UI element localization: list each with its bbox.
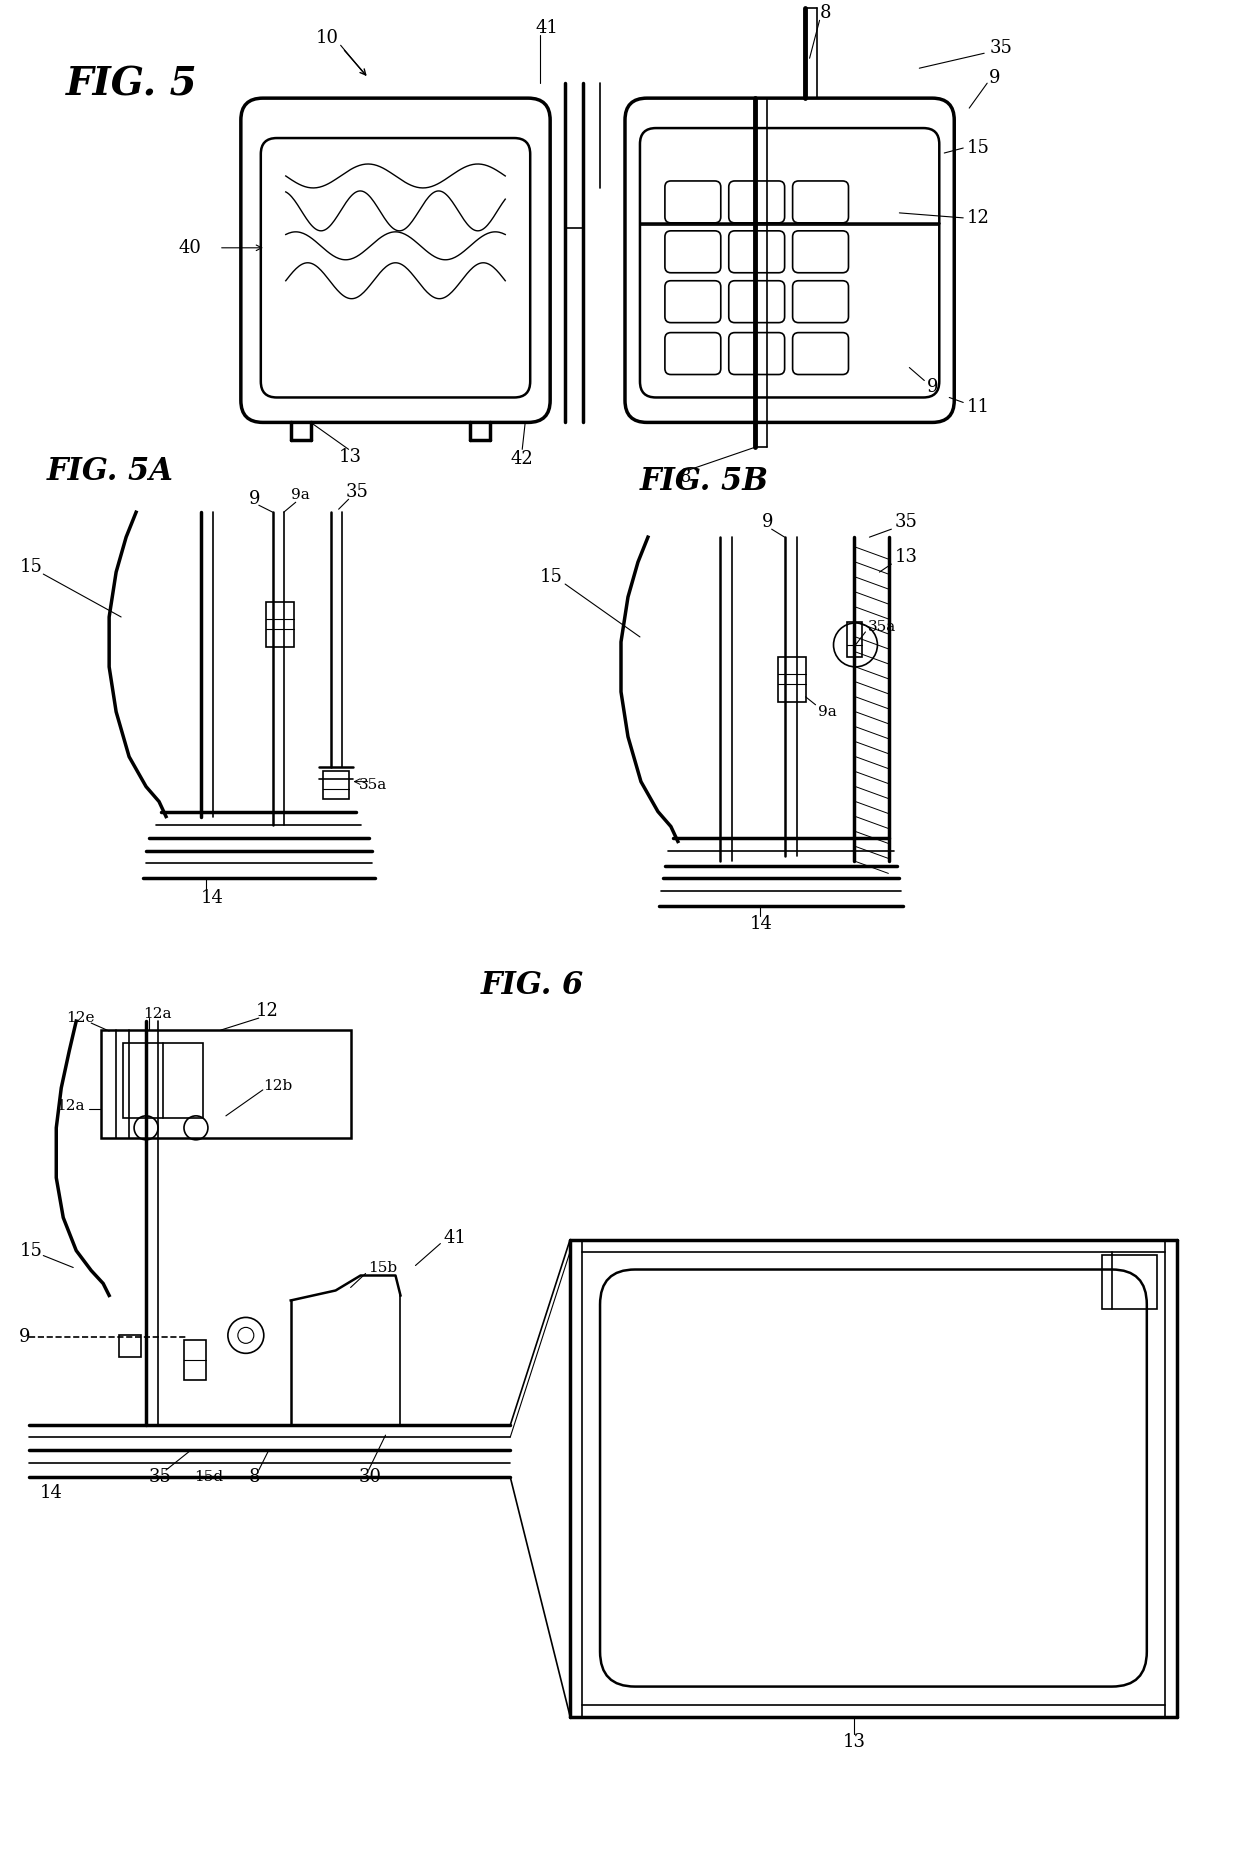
Text: 35: 35 <box>346 483 368 502</box>
Text: FIG. 5A: FIG. 5A <box>46 457 174 487</box>
Text: 12: 12 <box>255 1002 279 1021</box>
Text: 35: 35 <box>149 1469 172 1485</box>
Text: 15b: 15b <box>368 1261 398 1274</box>
Text: 15: 15 <box>20 558 42 577</box>
Text: 9: 9 <box>990 69 1001 88</box>
Text: 14: 14 <box>40 1483 62 1502</box>
Text: 41: 41 <box>444 1228 466 1246</box>
Text: 35: 35 <box>894 513 918 532</box>
Text: 30: 30 <box>358 1469 382 1485</box>
Text: 14: 14 <box>201 890 223 907</box>
Text: FIG. 5B: FIG. 5B <box>640 466 769 496</box>
Bar <box>102 1030 351 1138</box>
Text: 12a: 12a <box>56 1099 84 1112</box>
Text: 12: 12 <box>967 209 990 228</box>
Text: 9a: 9a <box>290 489 310 502</box>
Text: 40: 40 <box>179 239 202 258</box>
Text: 8: 8 <box>820 4 831 22</box>
Text: 15: 15 <box>541 567 563 586</box>
Text: 8: 8 <box>249 1469 260 1485</box>
Text: 9: 9 <box>761 513 774 532</box>
Bar <box>119 1336 141 1357</box>
Text: FIG. 6: FIG. 6 <box>480 970 584 1002</box>
Text: 35a: 35a <box>868 620 895 634</box>
Text: 9: 9 <box>20 1329 31 1347</box>
Text: 41: 41 <box>536 19 558 37</box>
Text: 13: 13 <box>843 1734 866 1752</box>
Bar <box>265 603 294 648</box>
Text: 12e: 12e <box>66 1011 94 1024</box>
Text: 14: 14 <box>750 916 773 933</box>
Text: 13: 13 <box>339 448 362 466</box>
Text: 10: 10 <box>316 30 339 47</box>
Text: 15: 15 <box>967 140 990 157</box>
Text: 15d: 15d <box>193 1470 223 1483</box>
Text: 42: 42 <box>510 450 533 468</box>
Text: 9a: 9a <box>817 705 836 718</box>
Bar <box>777 657 806 702</box>
Text: FIG. 5: FIG. 5 <box>66 65 198 103</box>
Bar <box>322 771 348 799</box>
Bar <box>123 1043 203 1118</box>
Text: 13: 13 <box>894 549 918 565</box>
Text: 35a: 35a <box>358 778 387 791</box>
Bar <box>1102 1254 1157 1310</box>
Text: 12b: 12b <box>263 1079 293 1093</box>
Bar <box>184 1340 206 1381</box>
Text: 15: 15 <box>20 1241 42 1260</box>
Text: 9: 9 <box>928 379 939 396</box>
Text: 11: 11 <box>967 399 991 416</box>
Text: 12a: 12a <box>143 1008 171 1021</box>
Text: 35: 35 <box>990 39 1012 58</box>
Text: 9: 9 <box>249 491 260 508</box>
Text: 8: 8 <box>680 468 692 487</box>
Bar <box>847 621 863 657</box>
